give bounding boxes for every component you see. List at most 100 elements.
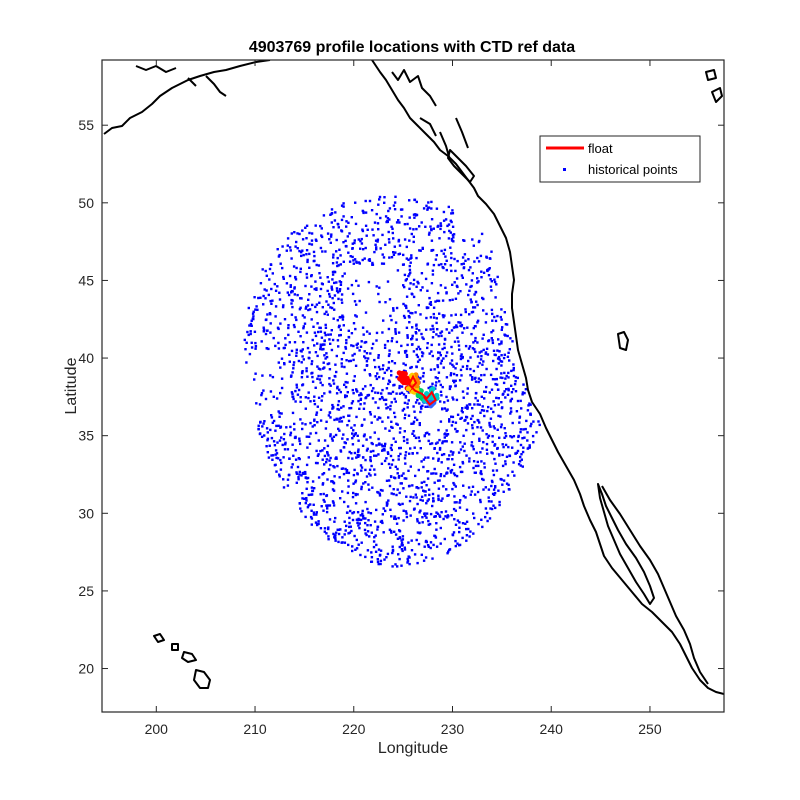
historical-point <box>430 442 434 445</box>
historical-point <box>398 557 401 561</box>
historical-point <box>361 514 365 518</box>
historical-point <box>299 335 302 338</box>
historical-point <box>245 361 248 364</box>
historical-point <box>469 530 472 533</box>
historical-point <box>290 289 294 293</box>
historical-point <box>448 385 452 388</box>
historical-point <box>375 331 379 335</box>
historical-point <box>307 391 310 394</box>
historical-point <box>441 407 444 410</box>
historical-point <box>485 312 488 316</box>
historical-point <box>486 269 489 272</box>
historical-point <box>413 216 416 219</box>
historical-point <box>358 522 361 525</box>
historical-point <box>312 399 316 402</box>
historical-point <box>331 273 335 276</box>
historical-point <box>292 265 296 268</box>
historical-point <box>471 485 475 488</box>
historical-point <box>387 327 391 331</box>
historical-point <box>379 416 382 420</box>
historical-point <box>469 367 472 371</box>
historical-point <box>423 512 426 515</box>
historical-point <box>368 258 371 261</box>
historical-point <box>509 400 512 403</box>
historical-point <box>386 280 390 283</box>
historical-point <box>326 444 330 448</box>
historical-point <box>481 429 484 432</box>
historical-point <box>308 231 311 235</box>
historical-point <box>371 228 374 231</box>
historical-point <box>387 366 390 370</box>
historical-point <box>390 374 393 377</box>
historical-point <box>492 400 495 403</box>
historical-point <box>491 440 494 444</box>
historical-point <box>454 325 457 329</box>
historical-point <box>328 459 331 462</box>
historical-point <box>292 367 295 370</box>
historical-point <box>316 405 319 408</box>
historical-point <box>277 341 280 345</box>
historical-point <box>284 441 287 444</box>
historical-point <box>430 218 434 221</box>
historical-point <box>386 217 390 220</box>
historical-point <box>415 332 418 335</box>
historical-point <box>464 344 468 348</box>
historical-point <box>342 405 345 408</box>
historical-point <box>506 393 510 396</box>
historical-point <box>326 276 329 279</box>
historical-point <box>319 449 322 453</box>
historical-point <box>522 446 525 449</box>
historical-point <box>287 473 291 477</box>
historical-point <box>412 350 416 353</box>
historical-point <box>409 271 412 274</box>
historical-point <box>409 261 412 264</box>
historical-point <box>403 369 406 372</box>
historical-point <box>438 446 442 450</box>
historical-point <box>473 377 476 380</box>
historical-point <box>329 342 332 345</box>
historical-point <box>310 243 314 246</box>
historical-point <box>314 431 318 435</box>
historical-point <box>438 351 442 354</box>
historical-point <box>459 441 462 444</box>
historical-point <box>340 362 343 365</box>
historical-point <box>344 345 347 349</box>
historical-point <box>337 345 340 348</box>
historical-point <box>504 434 508 438</box>
historical-point <box>509 412 512 415</box>
historical-point <box>470 301 473 304</box>
y-tick-label: 45 <box>78 272 94 288</box>
historical-point <box>458 348 461 351</box>
historical-point <box>454 485 457 488</box>
historical-point <box>430 228 433 232</box>
historical-point <box>476 403 479 406</box>
historical-point <box>246 330 249 334</box>
historical-point <box>263 434 266 437</box>
historical-point <box>369 413 372 416</box>
historical-point <box>485 347 489 350</box>
historical-point <box>430 207 433 210</box>
historical-point <box>496 349 499 352</box>
historical-point <box>344 347 348 350</box>
historical-point <box>334 516 337 520</box>
historical-point <box>512 461 515 464</box>
historical-point <box>519 455 522 459</box>
historical-point <box>270 416 274 419</box>
historical-point <box>379 549 383 552</box>
historical-point <box>473 348 476 351</box>
historical-point <box>518 460 522 463</box>
historical-point <box>270 287 273 291</box>
historical-point <box>469 285 472 289</box>
float-profile-point <box>405 386 412 392</box>
historical-point <box>476 490 480 494</box>
historical-point <box>376 222 380 225</box>
historical-point <box>511 340 514 343</box>
historical-point <box>316 342 319 345</box>
historical-point <box>276 441 279 444</box>
historical-point <box>281 245 284 248</box>
historical-point <box>353 352 356 356</box>
historical-point <box>454 523 458 526</box>
historical-point <box>427 519 430 523</box>
historical-point <box>332 504 336 507</box>
historical-point <box>514 390 518 393</box>
